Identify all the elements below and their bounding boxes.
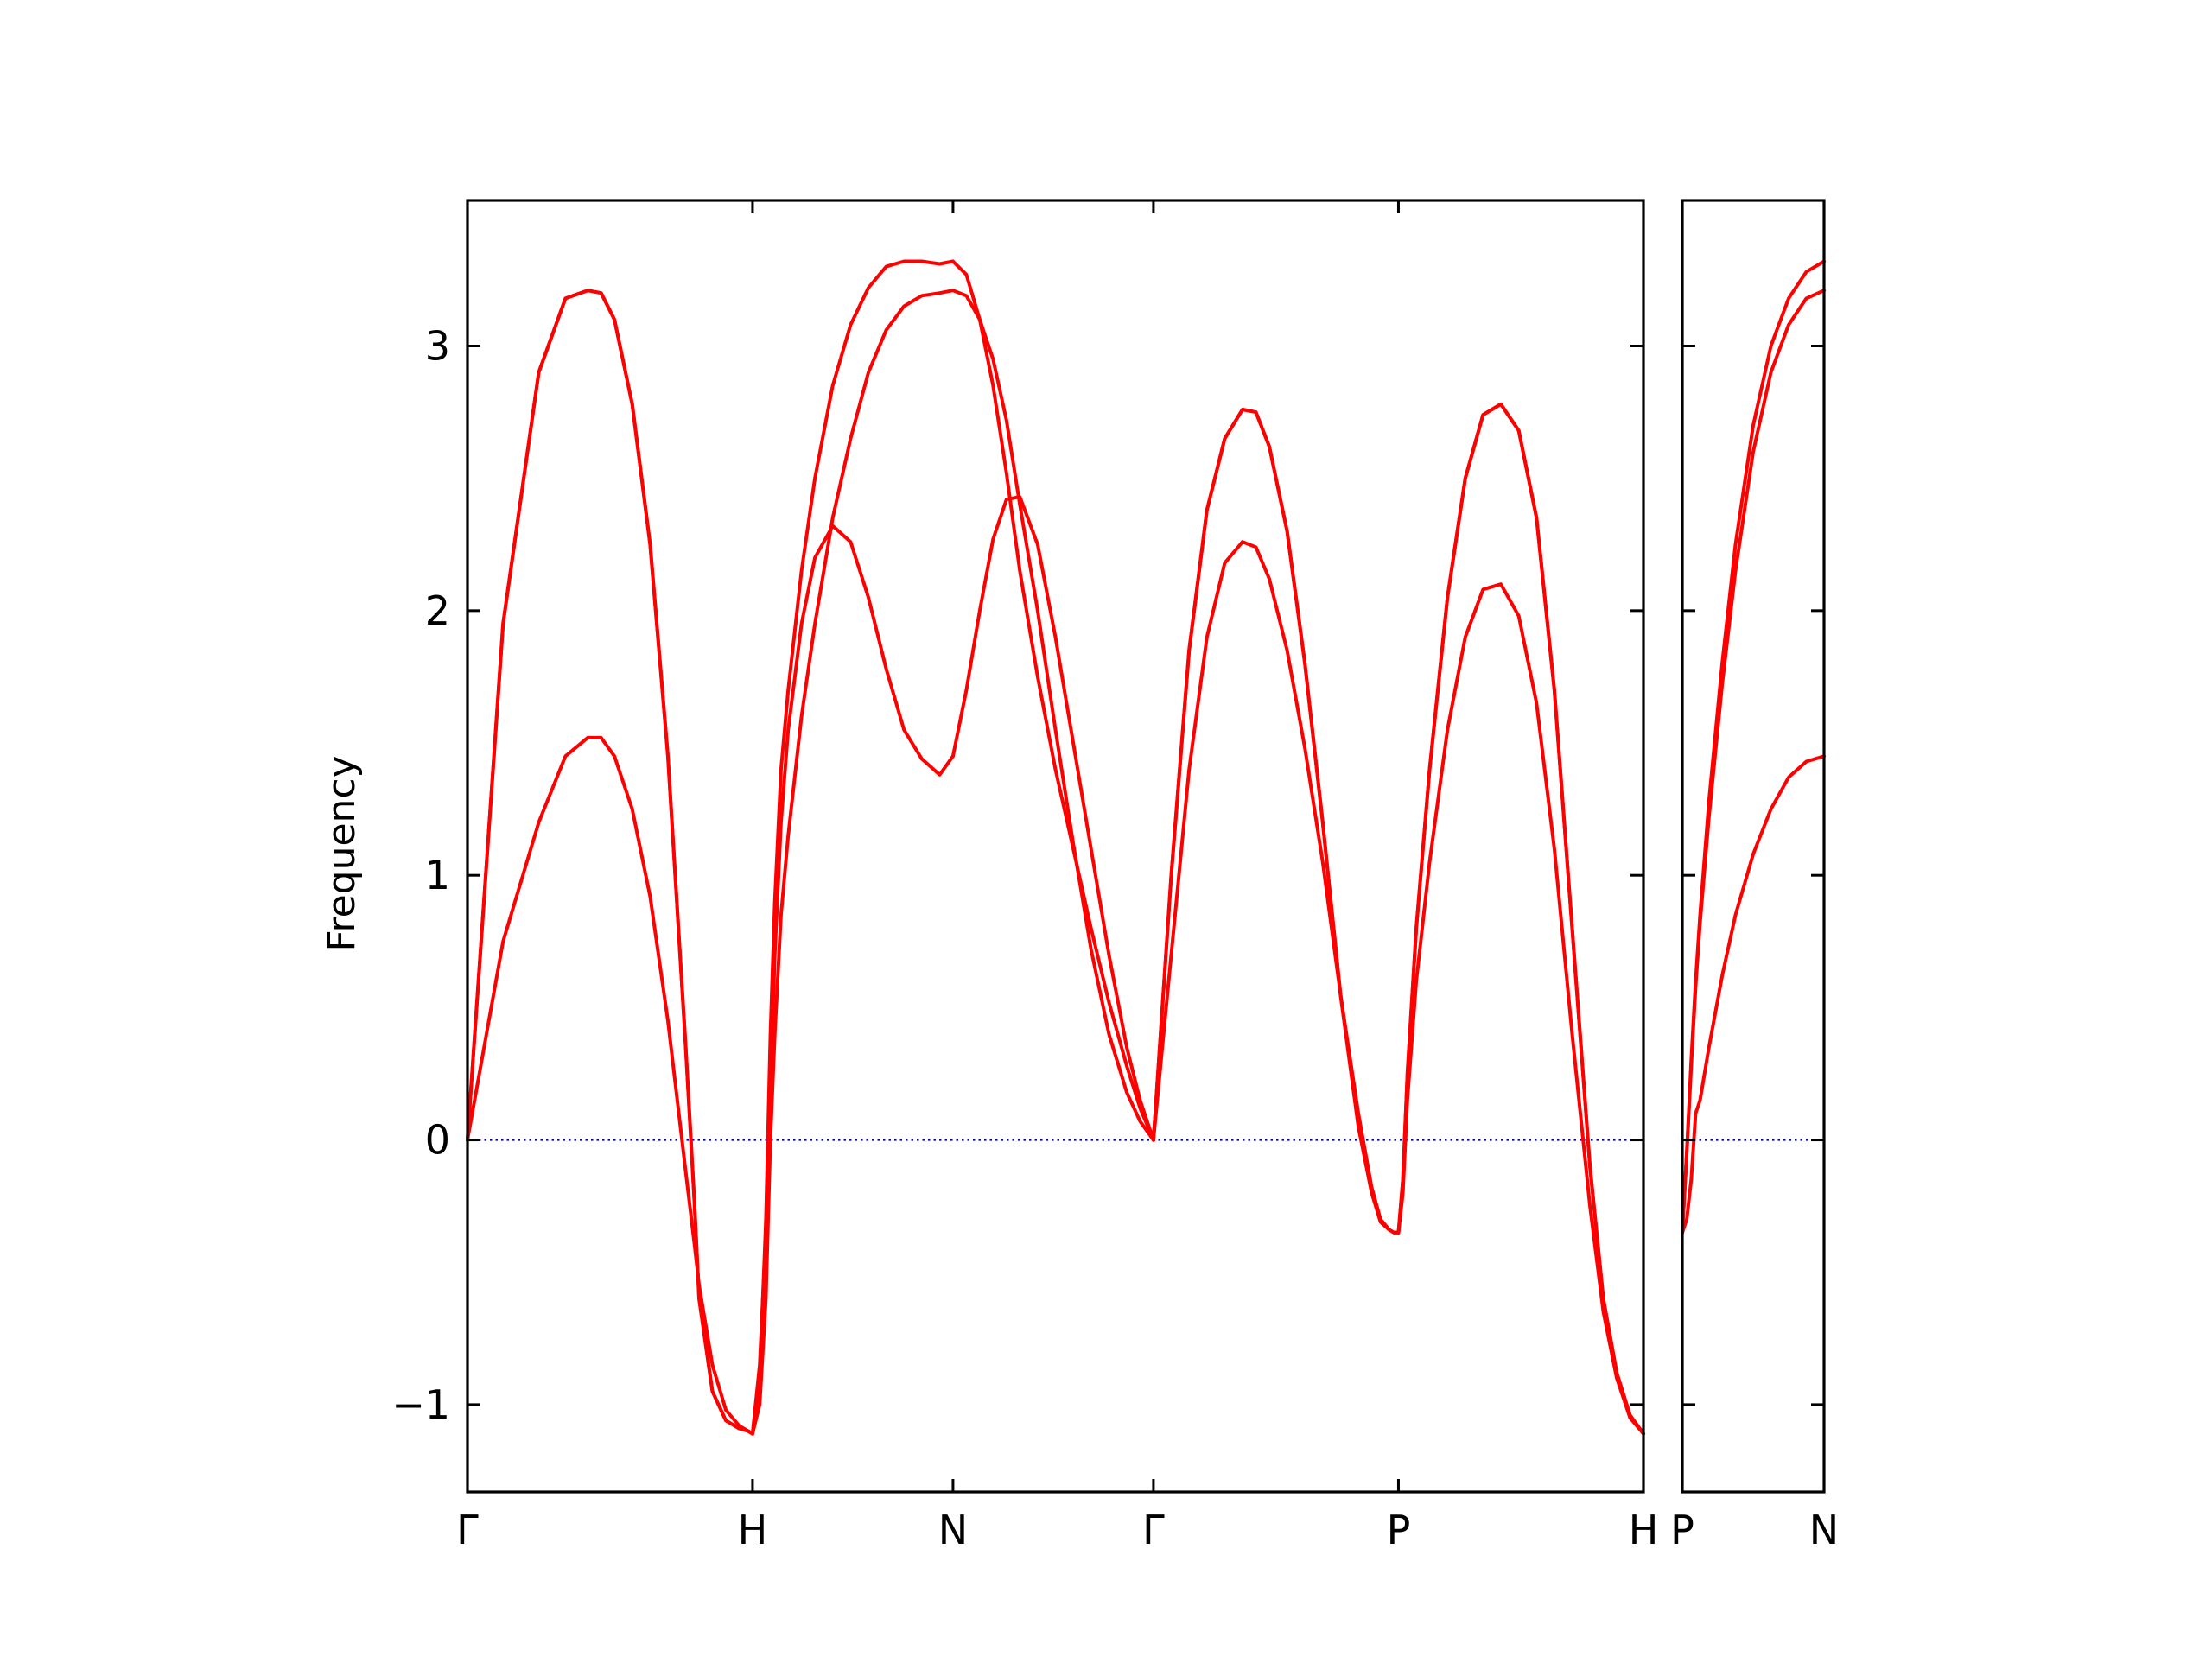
band-line-main-seg4-b2 xyxy=(1396,402,1645,1436)
x-tick-label-main-1: H xyxy=(738,1507,768,1553)
band-line-main-seg0-b2 xyxy=(466,289,754,1436)
x-tick-label-main-3: Γ xyxy=(1142,1507,1165,1553)
x-tick-label-main-5: H xyxy=(1629,1507,1659,1553)
x-tick-label-main-4: P xyxy=(1387,1507,1411,1553)
axes-frame-main xyxy=(466,199,1645,1494)
y-tick-label-2: 1 xyxy=(425,852,450,898)
band-line-side-seg0-b2 xyxy=(1681,289,1826,1235)
band-line-side-seg0-b0 xyxy=(1681,754,1826,1235)
y-axis-label: Frequency xyxy=(320,755,364,951)
axes-frame-side xyxy=(1681,199,1826,1494)
x-tick-label-side-1: N xyxy=(1809,1507,1839,1553)
x-tick-label-side-0: P xyxy=(1670,1507,1694,1553)
x-tick-label-main-2: N xyxy=(938,1507,968,1553)
band-line-main-seg4-b0 xyxy=(1396,582,1645,1436)
band-line-main-seg1-b2 xyxy=(750,289,955,1436)
band-line-main-seg3-b1 xyxy=(1151,408,1401,1235)
band-line-main-seg1-b0 xyxy=(750,524,955,1436)
band-line-main-seg2-b1 xyxy=(950,259,1155,1142)
band-line-main-seg0-b1 xyxy=(466,289,754,1436)
axes-frames xyxy=(466,199,1826,1494)
band-line-main-seg2-b2 xyxy=(950,289,1155,1142)
band-lines xyxy=(466,259,1826,1436)
band-line-main-seg2-b0 xyxy=(950,495,1155,1142)
y-tick-label-1: 0 xyxy=(425,1117,450,1164)
y-tick-label-4: 3 xyxy=(425,322,450,369)
band-line-main-seg3-b2 xyxy=(1151,408,1401,1235)
y-tick-label-3: 2 xyxy=(425,587,450,634)
y-tick-label-0: −1 xyxy=(391,1381,450,1428)
band-line-main-seg1-b1 xyxy=(750,259,955,1436)
x-tick-label-main-0: Γ xyxy=(456,1507,479,1553)
band-line-main-seg0-b0 xyxy=(466,735,754,1436)
band-line-main-seg4-b1 xyxy=(1396,402,1645,1436)
